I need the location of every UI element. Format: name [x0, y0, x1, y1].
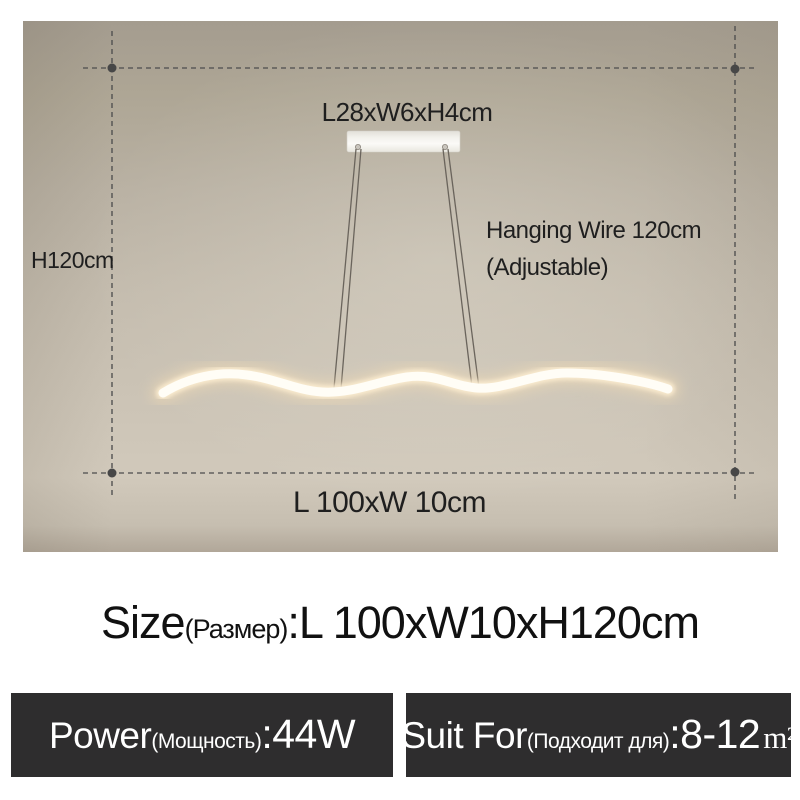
- corner-marker-top-left: [107, 63, 117, 73]
- hanging-wire-left: [333, 148, 357, 389]
- corner-marker-top-right: [730, 64, 740, 74]
- size-caption-translation: (Размер): [184, 614, 289, 644]
- suit-value: :8-12: [669, 711, 761, 757]
- suit-label: Suit For: [401, 715, 527, 756]
- wire-hook-right: [441, 144, 448, 151]
- hanging-wire-right: [442, 148, 473, 388]
- wire-hook-left: [354, 144, 361, 151]
- ceiling-canopy: [346, 130, 461, 153]
- power-value: :44W: [261, 711, 356, 757]
- corner-marker-bottom-left: [107, 468, 117, 478]
- height-label: H120cm: [31, 247, 114, 273]
- hanging-wire-label: Hanging Wire 120cm (Adjustable): [486, 212, 702, 286]
- dimension-lines: [83, 26, 756, 501]
- suit-bar-text: Suit For (Подходит для):8-12 m²: [401, 711, 796, 758]
- lamp-light-bar: [150, 359, 681, 406]
- size-caption-label: Size: [101, 597, 186, 648]
- length-label: L 100xW 10cm: [293, 486, 486, 519]
- power-bar-text: Power (Мощность):44W: [48, 711, 356, 758]
- canopy-size-label: L28xW6xH4cm: [321, 97, 493, 127]
- power-translation: (Мощность): [151, 730, 262, 753]
- hanging-wire-left: [340, 148, 362, 390]
- power-label: Power: [48, 715, 152, 756]
- corner-markers: [107, 63, 740, 478]
- suit-unit: m²: [763, 720, 796, 755]
- hanging-wire-label-line1: Hanging Wire 120cm: [486, 217, 702, 244]
- hanging-wire-right: [447, 148, 480, 389]
- suit-bar: Suit For (Подходит для):8-12 m²: [401, 693, 796, 777]
- size-caption: Size(Размер):L 100xW10xH120cm: [0, 597, 800, 649]
- suit-translation: (Подходит для): [526, 730, 670, 753]
- corner-marker-bottom-right: [730, 467, 740, 477]
- photo-overlay-graphics: [83, 26, 756, 501]
- ceiling-photo: L28xW6xH4cm H120cm Hanging Wire 120cm (A…: [23, 21, 778, 552]
- size-caption-value: :L 100xW10xH120cm: [287, 597, 700, 648]
- hanging-wires: [333, 148, 480, 390]
- power-bar: Power (Мощность):44W: [11, 693, 393, 777]
- hanging-wire-label-line2: (Adjustable): [486, 254, 609, 281]
